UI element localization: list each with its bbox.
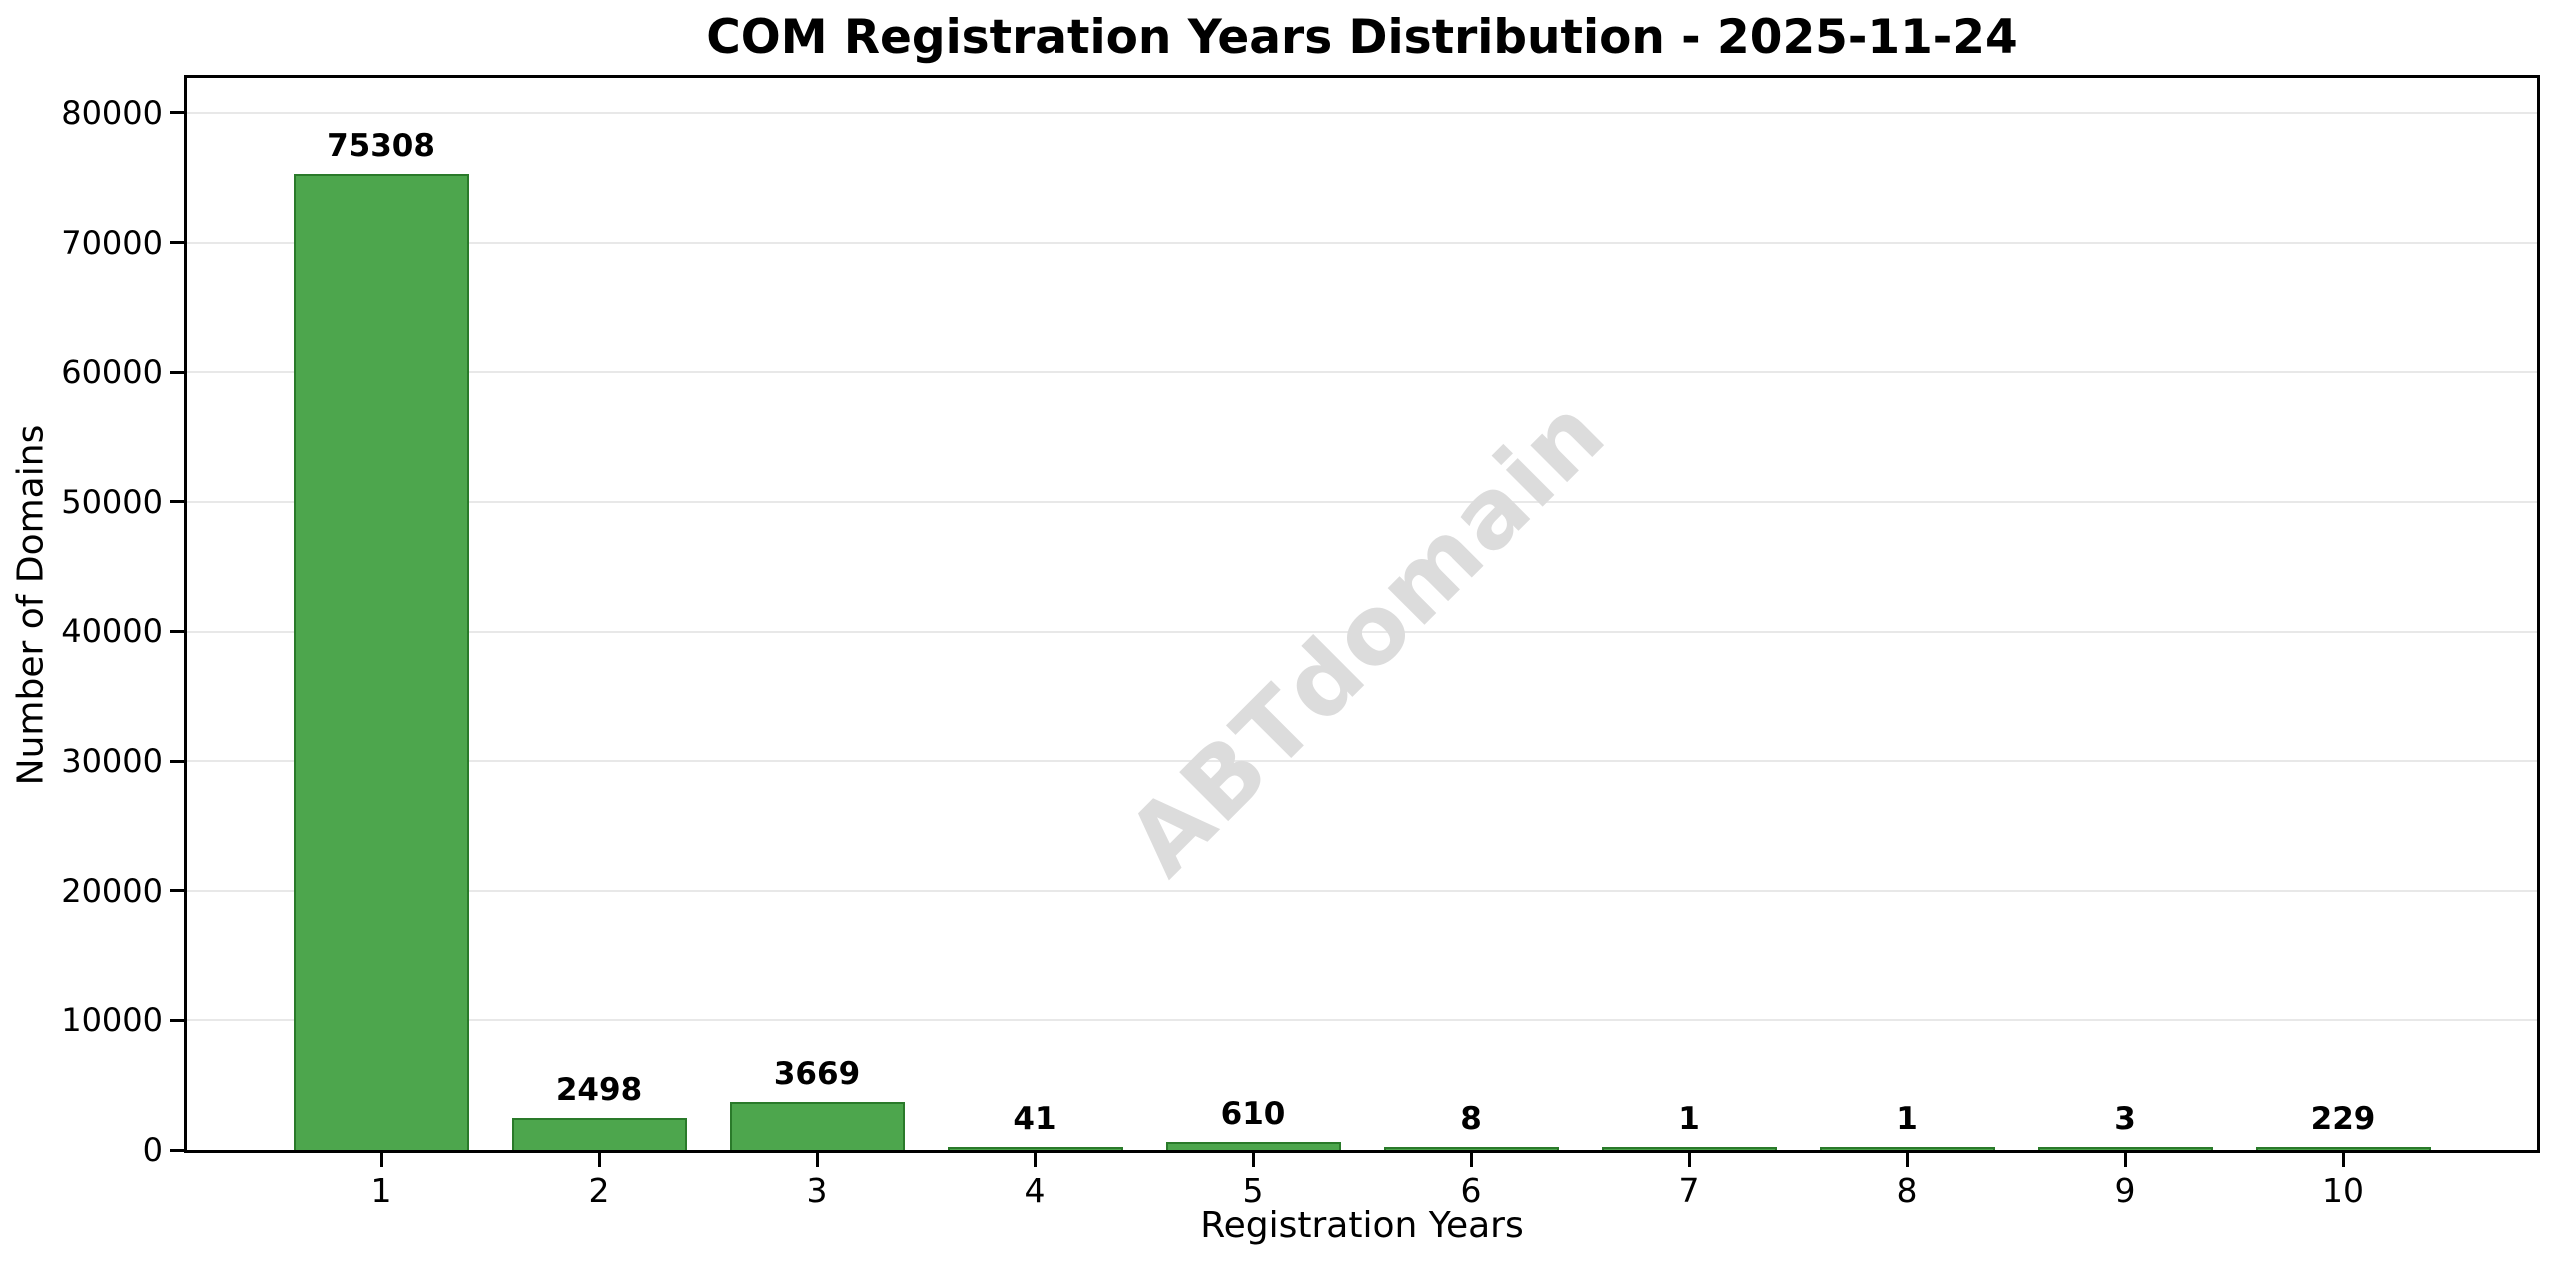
y-tick-label: 10000: [61, 1001, 163, 1040]
y-tick-mark: [170, 241, 184, 245]
y-tick-label: 70000: [61, 223, 163, 262]
bar: [1165, 1142, 1341, 1150]
bar-value-label: 3669: [773, 1056, 861, 1093]
bar-value-label: 1: [1678, 1101, 1700, 1137]
x-tick-label: 4: [1024, 1171, 1046, 1210]
plot-area: 75308 2498 3669 41 610 8 1 1 3 229: [184, 75, 2540, 1153]
x-tick-mark: [1687, 1153, 1691, 1167]
y-tick-label: 30000: [61, 742, 163, 781]
y-tick-mark: [170, 1018, 184, 1022]
x-tick-mark: [379, 1153, 383, 1167]
y-tick-mark: [170, 500, 184, 504]
gridline: [187, 371, 2537, 374]
chart-title: COM Registration Years Distribution - 20…: [706, 10, 2018, 65]
x-tick-label: 10: [2322, 1171, 2364, 1210]
y-tick-mark: [170, 629, 184, 633]
bar: [2037, 1147, 2213, 1150]
x-tick-label: 8: [1896, 1171, 1918, 1210]
plot-inner: 75308 2498 3669 41 610 8 1 1 3 229: [187, 78, 2537, 1150]
x-tick-mark: [815, 1153, 819, 1167]
x-tick-mark: [1905, 1153, 1909, 1167]
bar: [729, 1102, 905, 1150]
bar: [511, 1117, 687, 1150]
x-tick-label: 1: [370, 1171, 392, 1210]
gridline: [187, 112, 2537, 114]
x-tick-label: 3: [806, 1171, 828, 1210]
y-tick-mark: [170, 889, 184, 893]
x-tick-label: 5: [1242, 1171, 1264, 1210]
y-tick-label: 0: [142, 1131, 163, 1169]
y-axis-label: Number of Domains: [10, 424, 52, 786]
bar-value-label: 41: [1013, 1101, 1057, 1137]
x-tick-mark: [1469, 1153, 1473, 1167]
bar: [2255, 1147, 2431, 1150]
gridline: [187, 241, 2537, 244]
x-tick-label: 9: [2114, 1171, 2136, 1210]
x-tick-mark: [2123, 1153, 2127, 1167]
gridline: [187, 1019, 2537, 1022]
bar: [293, 173, 469, 1150]
x-tick-mark: [597, 1153, 601, 1167]
x-tick-label: 2: [588, 1171, 610, 1210]
bar: [1601, 1147, 1777, 1150]
gridline: [187, 760, 2537, 763]
x-tick-mark: [1033, 1153, 1037, 1167]
bar-value-label: 75308: [327, 127, 435, 164]
bar-value-label: 1: [1896, 1101, 1918, 1137]
x-tick-mark: [2341, 1153, 2345, 1167]
gridline: [187, 630, 2537, 633]
y-tick-label: 50000: [61, 482, 163, 521]
bar: [1819, 1147, 1995, 1150]
y-tick-label: 80000: [61, 93, 163, 132]
bar: [1383, 1147, 1559, 1150]
x-axis-label: Registration Years: [1200, 1205, 1524, 1246]
y-tick-label: 40000: [61, 612, 163, 651]
y-tick-label: 60000: [61, 353, 163, 392]
x-tick-mark: [1251, 1153, 1255, 1167]
y-tick-mark: [170, 111, 184, 115]
bar-value-label: 610: [1220, 1096, 1286, 1133]
bar-value-label: 8: [1460, 1101, 1482, 1137]
y-tick-mark: [170, 1148, 184, 1152]
y-tick-mark: [170, 759, 184, 763]
y-tick-label: 20000: [61, 871, 163, 910]
bar-value-label: 2498: [555, 1071, 643, 1108]
bar-value-label: 229: [2310, 1101, 2376, 1137]
bar-value-label: 3: [2114, 1101, 2136, 1137]
x-tick-label: 6: [1460, 1171, 1482, 1210]
x-tick-label: 7: [1678, 1171, 1700, 1210]
bar: [947, 1147, 1123, 1150]
y-tick-mark: [170, 370, 184, 374]
gridline: [187, 889, 2537, 892]
gridline: [187, 500, 2537, 503]
